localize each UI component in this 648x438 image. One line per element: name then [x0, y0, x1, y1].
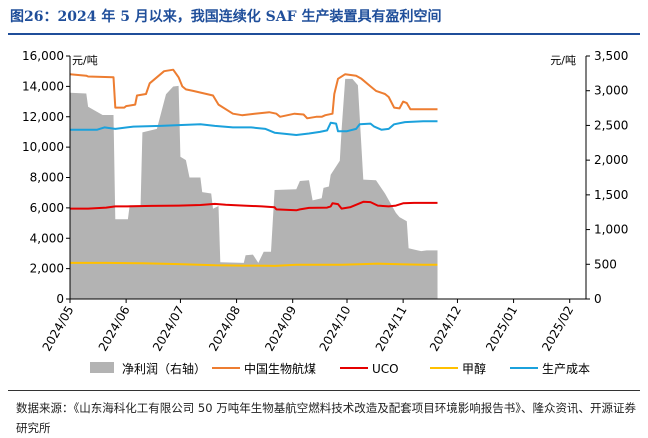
legend-label: 中国生物航煤 [244, 361, 316, 376]
x-tick-label: 2024/05 [40, 304, 77, 354]
legend-swatch [90, 362, 114, 373]
x-tick-label: 2024/10 [317, 304, 354, 354]
right-tick-label: 0 [594, 292, 602, 306]
right-tick-label: 1,500 [594, 188, 628, 202]
figure-title: 图26：2024 年 5 月以来，我国连续化 SAF 生产装置具有盈利空间 [10, 9, 442, 25]
line-layer [69, 68, 438, 267]
series-line [70, 120, 438, 136]
x-tick-label: 2024/12 [427, 304, 464, 354]
left-tick-label: 2,000 [30, 262, 64, 276]
legend-label: 甲醇 [462, 361, 486, 376]
x-tick-label: 2024/09 [262, 304, 299, 354]
right-axis-unit: 元/吨 [550, 54, 576, 67]
right-tick-label: 3,000 [594, 84, 628, 98]
x-tick-label: 2024/11 [373, 304, 410, 354]
left-tick-label: 0 [56, 292, 64, 306]
area-layer [70, 78, 438, 300]
x-tick-label: 2024/06 [96, 304, 133, 354]
left-tick-label: 10,000 [22, 140, 64, 154]
right-tick-label: 500 [594, 257, 617, 271]
left-axis-unit: 元/吨 [72, 54, 98, 67]
legend: 净利润（右轴） 中国生物航煤 UCO 甲醇 生产成本 [90, 361, 590, 376]
series-area-net-profit [70, 78, 438, 300]
x-tick-label: 2025/02 [539, 304, 576, 354]
left-tick-label: 6,000 [30, 201, 64, 215]
legend-label: UCO [372, 362, 399, 376]
x-tick-label: 2025/01 [483, 304, 520, 354]
title-rule [8, 33, 640, 35]
series-line [70, 261, 438, 267]
x-tick-label: 2024/08 [206, 304, 243, 354]
legend-label: 净利润（右轴） [122, 361, 206, 376]
left-tick-label: 16,000 [22, 49, 64, 63]
chart: 0 2,000 4,000 6,000 8,000 10,000 12,000 14,000 1… [22, 49, 628, 376]
x-tick-label: 2024/07 [150, 304, 187, 354]
legend-label: 生产成本 [542, 362, 590, 376]
left-tick-label: 8,000 [30, 171, 64, 185]
source-rule [8, 390, 640, 391]
right-tick-label: 2,500 [594, 118, 628, 132]
left-tick-label: 12,000 [22, 110, 64, 124]
series-line [70, 200, 438, 212]
series-line [69, 68, 438, 120]
right-tick-label: 3,500 [594, 49, 628, 63]
right-tick-label: 2,000 [594, 153, 628, 167]
left-tick-label: 4,000 [30, 231, 64, 245]
left-tick-label: 14,000 [22, 79, 64, 93]
source-note: 数据来源：《山东海科化工有限公司 50 万吨年生物基航空燃料技术改造及配套项目环… [16, 401, 636, 435]
right-tick-label: 1,000 [594, 223, 628, 237]
